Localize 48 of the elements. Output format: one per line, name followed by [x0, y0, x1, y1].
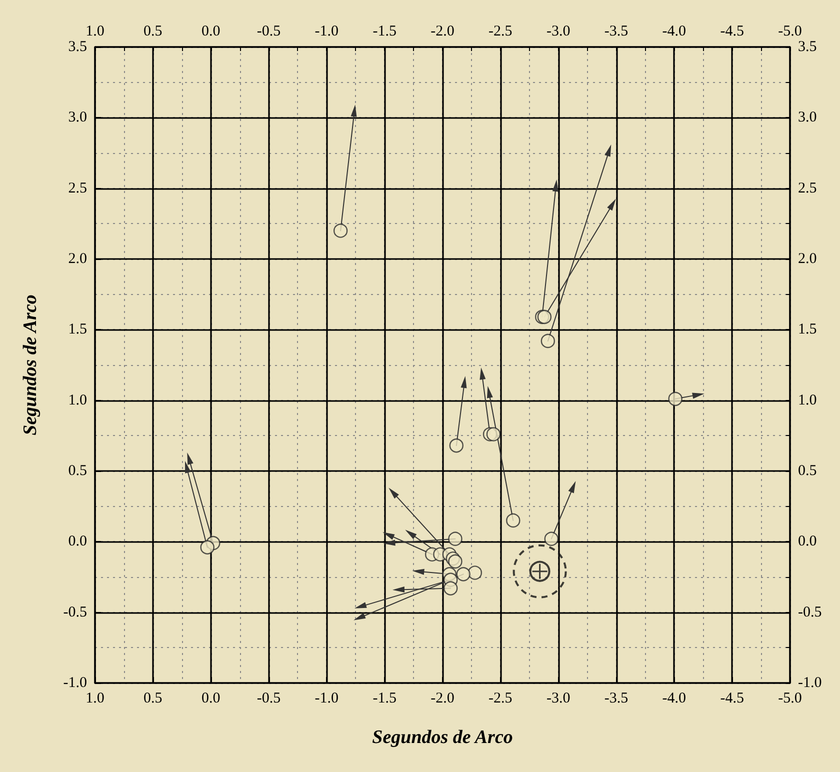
- x2-tick-label: -2.5: [488, 690, 512, 706]
- y-tick-label: -1.0: [63, 675, 87, 691]
- x2-tick-label: -3.5: [604, 690, 628, 706]
- x2-tick-label: -1.0: [314, 690, 339, 706]
- x-tick-label: 1.0: [86, 24, 104, 40]
- y-tick-label: 2.5: [68, 180, 87, 196]
- x-tick-label: -2.5: [488, 24, 512, 40]
- y-tick-label: 1.5: [68, 322, 87, 338]
- x2-tick-label: -2.0: [430, 690, 454, 706]
- x2-tick-label: -5.0: [778, 690, 802, 706]
- x2-tick-label: 0.5: [144, 690, 162, 706]
- y2-tick-label: 1.5: [798, 322, 817, 338]
- x-tick-label: 0.0: [201, 24, 220, 40]
- x-tick-label: -5.0: [778, 24, 802, 40]
- x2-tick-label: -3.0: [546, 690, 570, 706]
- y-tick-label: 3.5: [68, 39, 87, 55]
- y2-tick-label: 2.5: [798, 180, 817, 196]
- x-tick-label: -0.5: [256, 24, 281, 40]
- x2-tick-label: -4.5: [720, 690, 744, 706]
- x-tick-label: -4.5: [720, 24, 744, 40]
- x2-tick-label: 0.0: [201, 690, 220, 706]
- x2-tick-label: -4.0: [662, 690, 686, 706]
- x-tick-label: 0.5: [144, 24, 162, 40]
- y2-tick-label: -1.0: [798, 675, 822, 691]
- x2-tick-label: -0.5: [256, 690, 281, 706]
- y-axis-title: Segundos de Arco: [20, 294, 41, 436]
- y-tick-label: 0.5: [68, 463, 87, 479]
- x2-tick-label: 1.0: [86, 690, 104, 706]
- x-axis-title: Segundos de Arco: [372, 727, 513, 748]
- x-tick-label: -3.0: [546, 24, 570, 40]
- y2-tick-label: 2.0: [798, 251, 817, 267]
- y2-tick-label: 1.0: [798, 392, 817, 408]
- y-tick-label: 0.0: [68, 534, 87, 550]
- y2-tick-label: 3.5: [798, 39, 817, 55]
- x-tick-label: -1.0: [314, 24, 339, 40]
- y2-tick-label: 3.0: [798, 110, 817, 126]
- y-tick-label: 3.0: [68, 110, 87, 126]
- y2-tick-label: 0.0: [798, 534, 817, 550]
- x-tick-label: -3.5: [604, 24, 628, 40]
- x-tick-label: -4.0: [662, 24, 686, 40]
- y-tick-label: 2.0: [68, 251, 87, 267]
- x2-tick-label: -1.5: [372, 690, 396, 706]
- x-tick-label: -1.5: [372, 24, 396, 40]
- x-tick-label: -2.0: [430, 24, 454, 40]
- y-tick-label: -0.5: [63, 604, 87, 620]
- y2-tick-label: -0.5: [798, 604, 822, 620]
- y2-tick-label: 0.5: [798, 463, 817, 479]
- y-tick-label: 1.0: [68, 392, 87, 408]
